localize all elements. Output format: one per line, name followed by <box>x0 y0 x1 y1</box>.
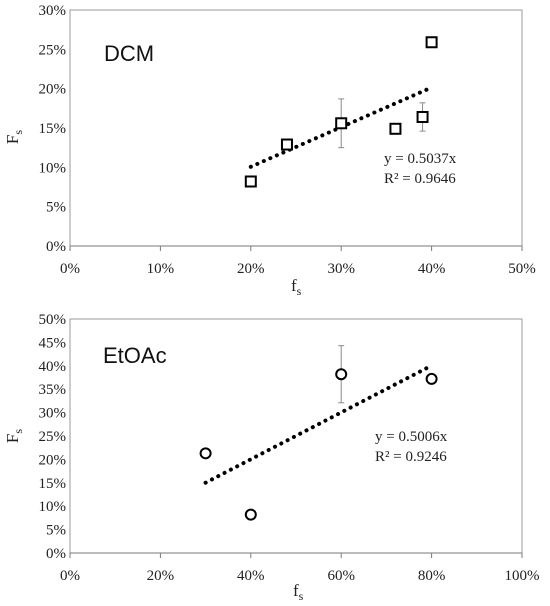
trendline-equation: y = 0.5006x <box>375 429 448 445</box>
y-tick-label: 25% <box>39 42 67 58</box>
y-tick-label: 0% <box>46 546 66 562</box>
y-tick-label: 25% <box>39 429 67 445</box>
y-tick-label: 20% <box>39 82 67 98</box>
data-point <box>335 368 348 381</box>
y-axis-label: Fs <box>3 130 25 144</box>
x-axis-label: fs <box>291 276 302 298</box>
trendline-r2: R² = 0.9646 <box>384 171 456 187</box>
y-tick-label: 30% <box>39 406 67 422</box>
data-point <box>425 372 438 385</box>
y-tick-label: 15% <box>39 121 67 137</box>
data-point <box>280 138 293 151</box>
y-tick-label: 5% <box>46 200 66 216</box>
y-tick-label: 35% <box>39 382 67 398</box>
data-point <box>416 110 429 123</box>
data-point <box>199 447 212 460</box>
panel-title: EtOAc <box>103 343 167 368</box>
x-tick-label: 100% <box>505 568 540 584</box>
y-tick-label: 40% <box>39 359 67 375</box>
x-tick-label: 40% <box>237 568 265 584</box>
chart-panel-etoac: EtOAc y = 0.5006x R² = 0.9246 fs Fs 0% 5%… <box>3 312 540 603</box>
y-tick-label: 5% <box>46 523 66 539</box>
y-tick-label: 50% <box>39 312 67 328</box>
data-point <box>389 122 402 135</box>
y-tick-label: 30% <box>39 3 67 19</box>
chart-panel-dcm: DCM y = 0.5037x R² = 0.9646 fs Fs 0% 5% 10… <box>3 3 536 298</box>
panel-title: DCM <box>104 41 154 66</box>
trendline <box>203 363 434 485</box>
data-point <box>335 117 348 130</box>
x-tick-label: 10% <box>147 261 175 277</box>
y-tick-label: 45% <box>39 335 67 351</box>
x-tick-label: 20% <box>237 261 265 277</box>
trendline-r2: R² = 0.9246 <box>375 449 447 465</box>
x-tick-label: 20% <box>147 568 175 584</box>
y-tick-label: 0% <box>46 239 66 255</box>
x-axis-label: fs <box>293 581 304 603</box>
x-tick-label: 0% <box>60 568 80 584</box>
data-point <box>244 175 257 188</box>
x-tick-label: 30% <box>327 261 355 277</box>
x-tick-label: 0% <box>60 261 80 277</box>
x-tick-label: 60% <box>327 568 355 584</box>
x-tick-label: 80% <box>418 568 446 584</box>
x-tick-label: 40% <box>418 261 446 277</box>
x-tick-label: 50% <box>508 261 536 277</box>
y-tick-label: 15% <box>39 476 67 492</box>
y-tick-label: 10% <box>39 160 67 176</box>
y-tick-label: 20% <box>39 452 67 468</box>
y-axis-label: Fs <box>3 429 25 443</box>
trendline-equation: y = 0.5037x <box>384 151 457 167</box>
y-tick-label: 10% <box>39 499 67 515</box>
data-point <box>425 36 438 49</box>
data-point <box>244 508 257 521</box>
